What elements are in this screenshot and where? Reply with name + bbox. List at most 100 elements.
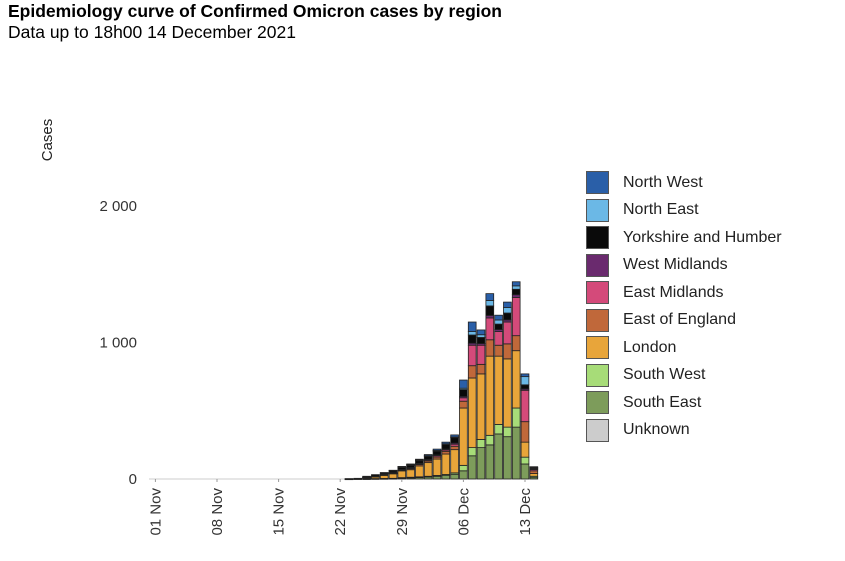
legend-label: Yorkshire and Humber xyxy=(623,228,782,246)
bar-segment xyxy=(494,331,503,346)
bar-segment xyxy=(441,443,451,450)
legend-label: North East xyxy=(623,201,699,219)
bar-segment xyxy=(432,475,442,480)
x-tick-label: 08 Nov xyxy=(209,488,226,536)
bar-segment xyxy=(476,337,486,344)
bar-segment xyxy=(467,377,477,449)
legend-label: North West xyxy=(623,173,703,191)
bar-segment xyxy=(467,344,477,367)
legend-swatch xyxy=(586,198,609,222)
bar-segment xyxy=(467,455,477,480)
legend-item: North East xyxy=(586,197,782,225)
bar-segment xyxy=(494,423,503,435)
bar-segment xyxy=(511,285,521,290)
y-tick-label: 1 000 xyxy=(99,335,137,352)
bar-segment xyxy=(397,466,407,468)
legend-label: South West xyxy=(623,366,706,384)
bar-segment xyxy=(467,331,477,336)
bar-segment xyxy=(459,379,468,389)
bar-segment xyxy=(511,426,521,480)
bar-segment xyxy=(459,407,468,466)
bar-segment xyxy=(459,389,468,397)
bar-segment xyxy=(494,319,503,325)
bar-segment xyxy=(503,343,512,360)
x-tick-label: 29 Nov xyxy=(394,488,411,536)
x-tick-label: 22 Nov xyxy=(332,488,349,536)
bar-segment xyxy=(432,448,442,451)
bar-segment xyxy=(485,300,495,307)
legend-item: East Midlands xyxy=(586,279,782,307)
legend-swatch xyxy=(586,336,609,360)
bar-segment xyxy=(467,447,477,457)
legend-item: South East xyxy=(586,389,782,417)
bar-segment xyxy=(467,321,477,332)
bar-segment xyxy=(467,365,477,379)
legend-item: West Midlands xyxy=(586,252,782,280)
bar-segment xyxy=(371,474,380,477)
bar-segment xyxy=(441,450,451,455)
bar-segment xyxy=(529,470,539,474)
bar-segment xyxy=(476,439,486,449)
bar-segment xyxy=(406,469,415,478)
bar-segment xyxy=(476,363,486,375)
bar-segment xyxy=(423,462,433,477)
bar-segment xyxy=(511,407,521,428)
bar-segment xyxy=(441,441,451,445)
bar-segment xyxy=(520,421,530,443)
x-tick-label: 15 Nov xyxy=(271,488,288,536)
bar-segment xyxy=(494,314,503,321)
bar-segment xyxy=(511,281,521,287)
legend-swatch xyxy=(586,391,609,415)
bar-segment xyxy=(450,437,459,444)
bar-segment xyxy=(432,458,442,476)
bar-segment xyxy=(406,463,415,466)
legend-label: East Midlands xyxy=(623,283,724,301)
legend-item: East of England xyxy=(586,307,782,335)
bar-segment xyxy=(476,373,486,440)
bar-segment xyxy=(520,441,530,458)
bar-segment xyxy=(485,434,495,446)
bar-segment xyxy=(503,312,512,321)
legend-item: Unknown xyxy=(586,417,782,445)
bar-segment xyxy=(450,473,459,480)
bar-segment xyxy=(415,458,424,461)
bar-segment xyxy=(476,344,486,365)
bar-segment xyxy=(503,321,512,345)
bar-segment xyxy=(476,447,486,480)
legend-swatch xyxy=(586,171,609,195)
bar-segment xyxy=(485,339,495,357)
bar-segment xyxy=(397,470,407,479)
bar-segment xyxy=(459,397,468,402)
bar-segment xyxy=(459,400,468,409)
legend-label: Unknown xyxy=(623,421,690,439)
bar-segment xyxy=(476,329,486,336)
bar-segment xyxy=(494,344,503,357)
bar-segment xyxy=(362,475,371,478)
bar-segment xyxy=(503,358,512,428)
y-tick-label: 2 000 xyxy=(99,198,137,215)
bar-segment xyxy=(529,473,539,477)
bar-segment xyxy=(485,355,495,436)
bar-segment xyxy=(520,389,530,423)
x-tick-label: 06 Dec xyxy=(455,488,472,536)
bar-segment xyxy=(485,293,495,301)
bar-segment xyxy=(450,434,459,438)
legend-swatch xyxy=(586,308,609,332)
x-tick-label: 01 Nov xyxy=(147,488,164,536)
bar-segment xyxy=(520,376,530,386)
y-tick-label: 0 xyxy=(129,471,137,488)
legend-swatch xyxy=(586,281,609,305)
bar-segment xyxy=(388,469,398,472)
bar-segment xyxy=(379,472,389,474)
legend-item: South West xyxy=(586,362,782,390)
bar-segment xyxy=(511,350,521,409)
bar-segment xyxy=(494,433,503,480)
bar-segment xyxy=(503,436,512,480)
bar-segment xyxy=(520,463,530,480)
x-tick-label: 13 Dec xyxy=(517,488,534,536)
legend-label: South East xyxy=(623,393,702,411)
bar-segment xyxy=(441,453,451,475)
bar-segment xyxy=(459,470,468,480)
legend-swatch xyxy=(586,363,609,387)
chart-legend: North West North East Yorkshire and Humber… xyxy=(586,169,782,444)
